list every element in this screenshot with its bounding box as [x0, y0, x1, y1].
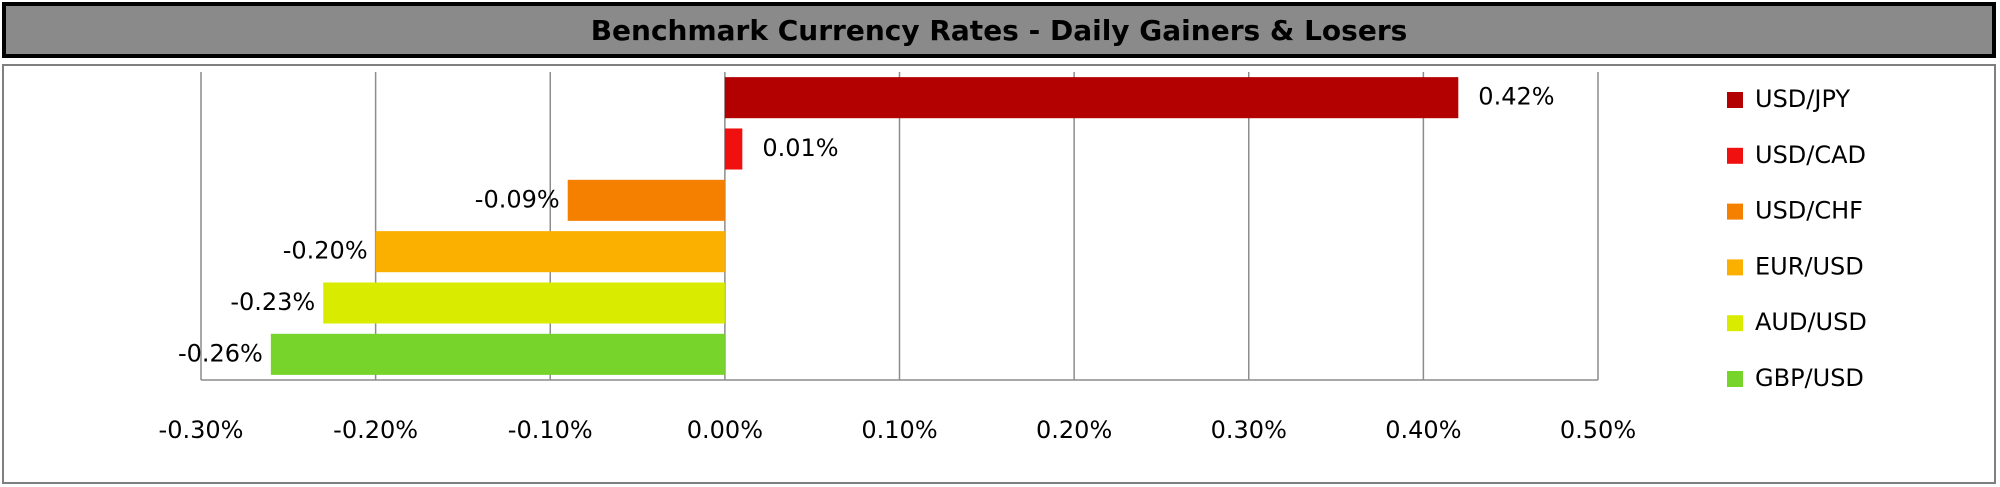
bar [724, 128, 743, 170]
x-tick-label: 0.30% [1211, 416, 1287, 444]
value-label: -0.26% [178, 339, 263, 367]
bar [724, 77, 1459, 119]
x-tick-label: 0.10% [861, 416, 937, 444]
x-tick-label: 0.50% [1560, 416, 1636, 444]
legend-swatch [1727, 147, 1743, 164]
legend-swatch [1727, 371, 1743, 387]
title-bar [2, 2, 1996, 58]
bar [323, 282, 725, 324]
chart-title: Benchmark Currency Rates - Daily Gainers… [591, 14, 1408, 47]
x-tick-label: -0.20% [333, 416, 418, 444]
value-label: 0.42% [1478, 83, 1554, 111]
value-label: 0.01% [762, 134, 838, 162]
legend-swatch [1727, 259, 1743, 276]
bar [375, 231, 725, 273]
chart-frame [2, 64, 1996, 484]
bar [567, 179, 725, 221]
legend-label: USD/CHF [1755, 197, 1863, 225]
value-label: -0.23% [230, 288, 315, 316]
legend-label: USD/CAD [1755, 141, 1866, 169]
legend-swatch [1727, 92, 1743, 108]
bar [270, 333, 725, 375]
legend-label: AUD/USD [1755, 308, 1867, 336]
legend-swatch [1727, 203, 1743, 220]
value-label: -0.20% [283, 237, 368, 265]
x-tick-label: 0.00% [687, 416, 763, 444]
x-tick-label: 0.20% [1036, 416, 1112, 444]
x-tick-label: -0.30% [159, 416, 244, 444]
x-tick-label: 0.40% [1385, 416, 1461, 444]
legend-label: GBP/USD [1755, 364, 1864, 392]
legend-label: EUR/USD [1755, 252, 1864, 280]
value-label: -0.09% [475, 185, 560, 213]
legend-label: USD/JPY [1755, 85, 1850, 113]
x-tick-label: -0.10% [508, 416, 593, 444]
legend-swatch [1727, 315, 1743, 332]
